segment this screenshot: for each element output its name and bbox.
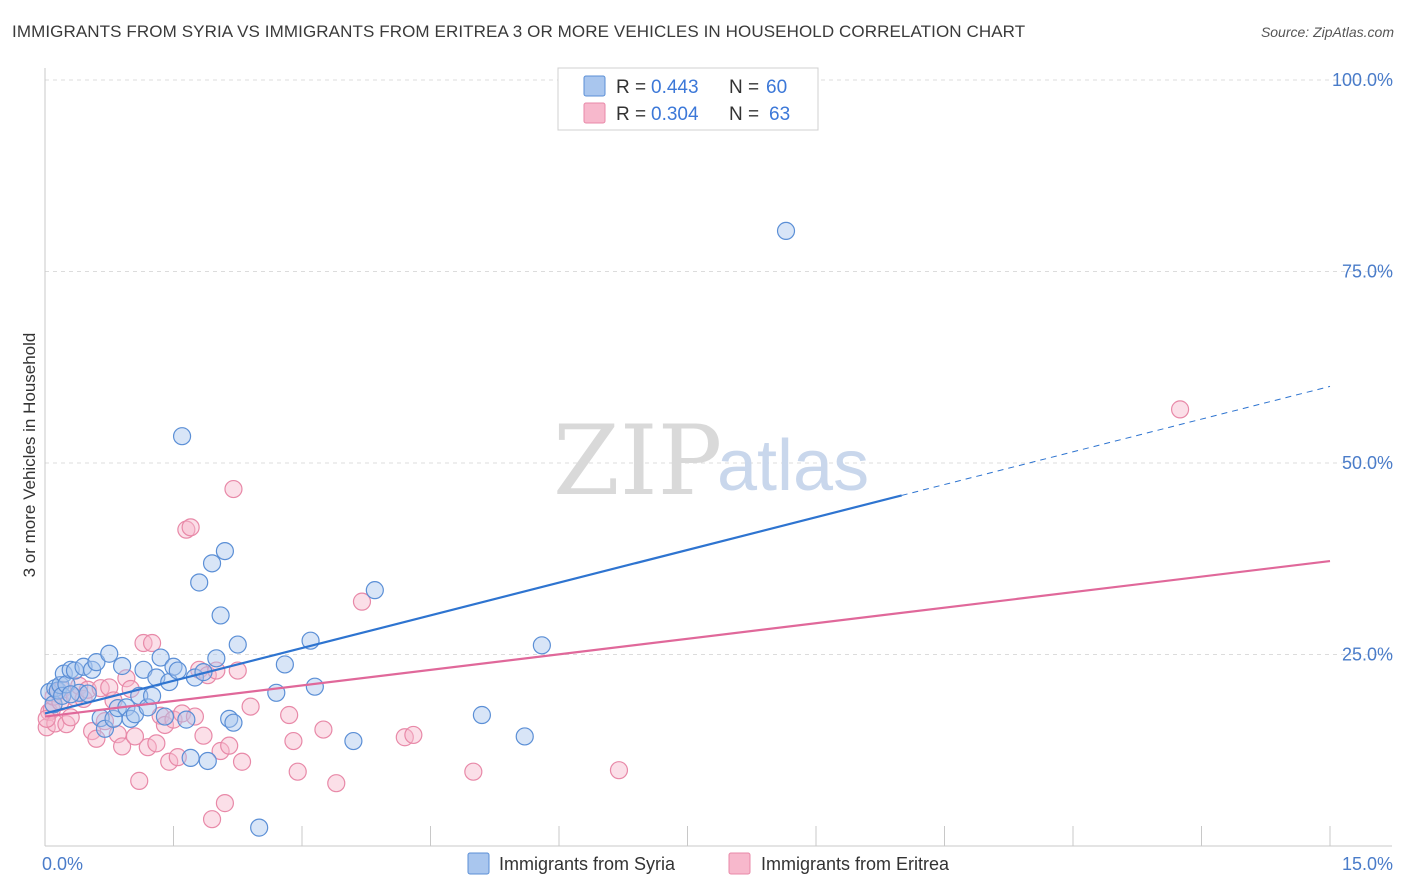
syria-point (202, 554, 222, 573)
syria-point (168, 661, 187, 680)
eritrea-point (284, 731, 303, 751)
syria-point (515, 727, 534, 746)
series-legend: Immigrants from Syria Immigrants from Er… (467, 852, 950, 875)
eritrea-legend-swatch (583, 102, 606, 124)
syria-point (87, 653, 106, 672)
syria-point (207, 649, 226, 668)
syria-point (275, 655, 294, 674)
syria-point (305, 677, 324, 696)
eritrea-point (220, 736, 239, 755)
syria-point (112, 656, 132, 676)
syria-points (40, 221, 796, 837)
eritrea-point (224, 479, 243, 499)
eritrea-point (61, 708, 80, 727)
eritrea-point (147, 734, 166, 753)
source-label: Source: ZipAtlas.com (1260, 24, 1394, 40)
syria-point (198, 751, 217, 771)
syria-trend-extension (901, 385, 1331, 496)
syria-point (344, 731, 363, 751)
eritrea-point (232, 752, 252, 771)
eritrea-n-label: N = (729, 104, 759, 125)
y-tick-label: 25.0% (1342, 645, 1393, 665)
syria-point (172, 427, 192, 446)
eritrea-point (215, 794, 234, 813)
syria-point (57, 675, 76, 694)
syria-point (211, 606, 230, 625)
syria-point (61, 685, 80, 704)
syria-point (228, 635, 247, 654)
eritrea-point (1170, 400, 1190, 419)
syria-r-label: R = (616, 77, 646, 98)
syria-point (472, 705, 491, 725)
eritrea-n-value: 63 (769, 104, 790, 125)
y-tick-label: 100.0% (1332, 70, 1393, 90)
y-tick-label: 75.0% (1342, 262, 1393, 282)
eritrea-point (327, 774, 346, 793)
eritrea-point (37, 709, 56, 728)
syria-point (224, 713, 243, 732)
watermark-zip: ZIP (553, 405, 722, 517)
eritrea-point (280, 705, 299, 725)
syria-point (776, 221, 796, 241)
eritrea-point (125, 727, 145, 746)
syria-point (155, 707, 175, 726)
eritrea-point (211, 741, 230, 761)
eritrea-series-label: Immigrants from Eritrea (761, 854, 950, 874)
syria-point (181, 748, 200, 768)
eritrea-point (609, 761, 629, 780)
axes (44, 68, 1392, 847)
eritrea-point (130, 771, 149, 790)
syria-point (46, 679, 65, 698)
syria-point (78, 684, 97, 703)
chart-title: IMMIGRANTS FROM SYRIA VS IMMIGRANTS FROM… (12, 22, 1026, 41)
eritrea-point (112, 737, 132, 756)
syria-r-value: 0.443 (651, 77, 699, 98)
syria-point (100, 644, 119, 663)
eritrea-series-swatch (728, 852, 751, 875)
eritrea-point (241, 697, 260, 716)
stats-legend: R = 0.443 N = 60 R = 0.304 N = 63 (557, 67, 819, 131)
syria-point (151, 648, 170, 667)
syria-point (215, 541, 234, 561)
eritrea-point (160, 752, 179, 771)
x-tick-labels: 0.0% 15.0% (42, 854, 1393, 874)
eritrea-point (352, 592, 372, 611)
eritrea-r-value: 0.304 (651, 104, 699, 125)
syria-point (250, 818, 269, 837)
gridlines (45, 79, 1392, 655)
eritrea-point (314, 720, 333, 739)
eritrea-point (194, 726, 213, 745)
syria-trend-line (44, 494, 902, 715)
syria-n-value: 60 (766, 77, 787, 98)
syria-series-label: Immigrants from Syria (499, 854, 676, 874)
trend-lines (44, 385, 1331, 718)
syria-point (532, 636, 551, 655)
x-tick-label: 0.0% (42, 854, 83, 874)
eritrea-point (181, 518, 200, 537)
eritrea-point (202, 810, 222, 829)
y-tick-label: 50.0% (1342, 453, 1393, 473)
eritrea-point (288, 762, 307, 781)
eritrea-point (138, 738, 157, 757)
eritrea-point (168, 748, 187, 767)
y-tick-labels: 100.0% 75.0% 50.0% 25.0% (1332, 70, 1393, 665)
watermark-atlas: atlas (717, 426, 869, 506)
eritrea-point (464, 762, 483, 781)
eritrea-r-label: R = (616, 104, 646, 125)
syria-legend-swatch (583, 75, 606, 97)
y-axis-title: 3 or more Vehicles in Household (20, 333, 39, 578)
eritrea-point (142, 633, 162, 653)
syria-n-label: N = (729, 77, 759, 98)
eritrea-point (404, 725, 423, 745)
x-tick-label: 15.0% (1342, 854, 1393, 874)
syria-point (365, 581, 384, 600)
eritrea-trend-line (44, 559, 1331, 718)
syria-point (177, 710, 196, 729)
watermark: ZIP atlas (553, 405, 869, 517)
syria-series-swatch (467, 852, 490, 875)
syria-point (190, 573, 209, 592)
